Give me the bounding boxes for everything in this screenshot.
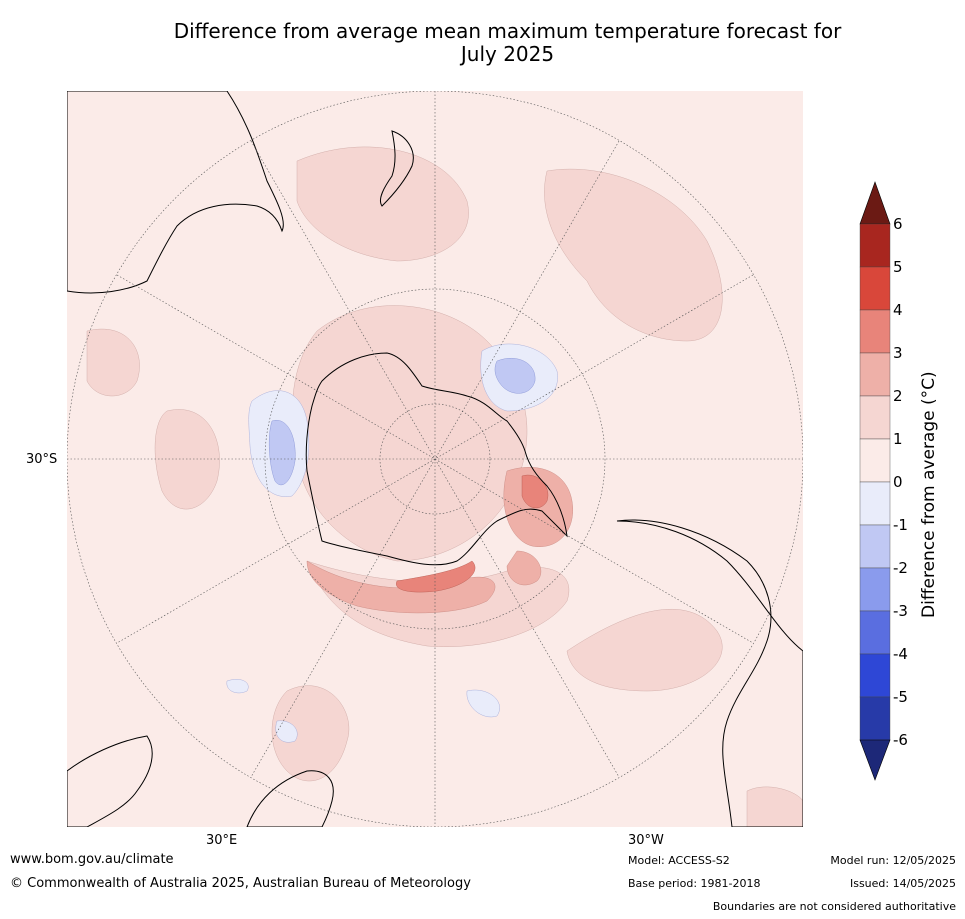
chart-title: Difference from average mean maximum tem… [60,20,955,66]
new-zealand-coastline [379,130,414,207]
colorbar-band [859,223,891,268]
antarctica-coastline [305,352,568,566]
colorbar-band [859,481,891,526]
colorbar-tick-label: -6 [893,731,908,749]
colorbar-tick-label: 2 [893,387,903,405]
colorbar-extend-top [859,181,891,225]
model-text: Model: ACCESS-S2 [628,854,730,867]
colorbar-band [859,352,891,397]
colorbar-band [859,653,891,698]
colorbar-tick-label: -3 [893,602,908,620]
title-line-1: Difference from average mean maximum tem… [173,19,842,43]
anomaly-1-2 [86,146,803,827]
colorbar-tick-label: -5 [893,688,908,706]
colorbar-tick-label: 3 [893,344,903,362]
australia-coastline [67,91,284,294]
website-link[interactable]: www.bom.gov.au/climate [10,852,174,867]
model-run-text: Model run: 12/05/2025 [830,854,956,867]
colorbar-band [859,395,891,440]
lat-label: 30°S [26,452,58,467]
colorbar-tick-label: -2 [893,559,908,577]
africa-coastline [67,735,153,827]
colorbar-band [859,266,891,311]
colorbar-band [859,309,891,354]
colorbar-band [859,438,891,483]
copyright-text: © Commonwealth of Australia 2025, Austra… [10,876,471,891]
anomaly-3-4 [396,474,549,593]
issued-text: Issued: 14/05/2025 [849,877,956,890]
colorbar-tick-label: 6 [893,215,903,233]
anomaly-map [67,91,803,827]
colorbar-band [859,524,891,569]
colorbar-tick-label: -4 [893,645,908,663]
colorbar-tick-label: -1 [893,516,908,534]
colorbar-tick-label: 4 [893,301,903,319]
graticule [67,91,803,827]
colorbar-label: Difference from average (°C) [919,371,939,618]
colorbar-tick-label: 5 [893,258,903,276]
title-line-2: July 2025 [460,42,555,66]
colorbar-band [859,610,891,655]
madagascar-coastline [246,770,334,827]
south-america-coastline [616,519,803,827]
colorbar-extend-bottom [859,739,891,781]
colorbar-tick-label: 0 [893,473,903,491]
colorbar [859,181,891,781]
colorbar-band [859,696,891,741]
colorbar-tick-label: 1 [893,430,903,448]
colorbar-band [859,567,891,612]
anomaly-minus-1-2 [268,358,536,486]
lon-label-east: 30°E [206,833,238,848]
base-period-text: Base period: 1981-2018 [628,877,761,890]
boundaries-note: Boundaries are not considered authoritat… [712,900,956,913]
lon-label-west: 30°W [628,833,664,848]
